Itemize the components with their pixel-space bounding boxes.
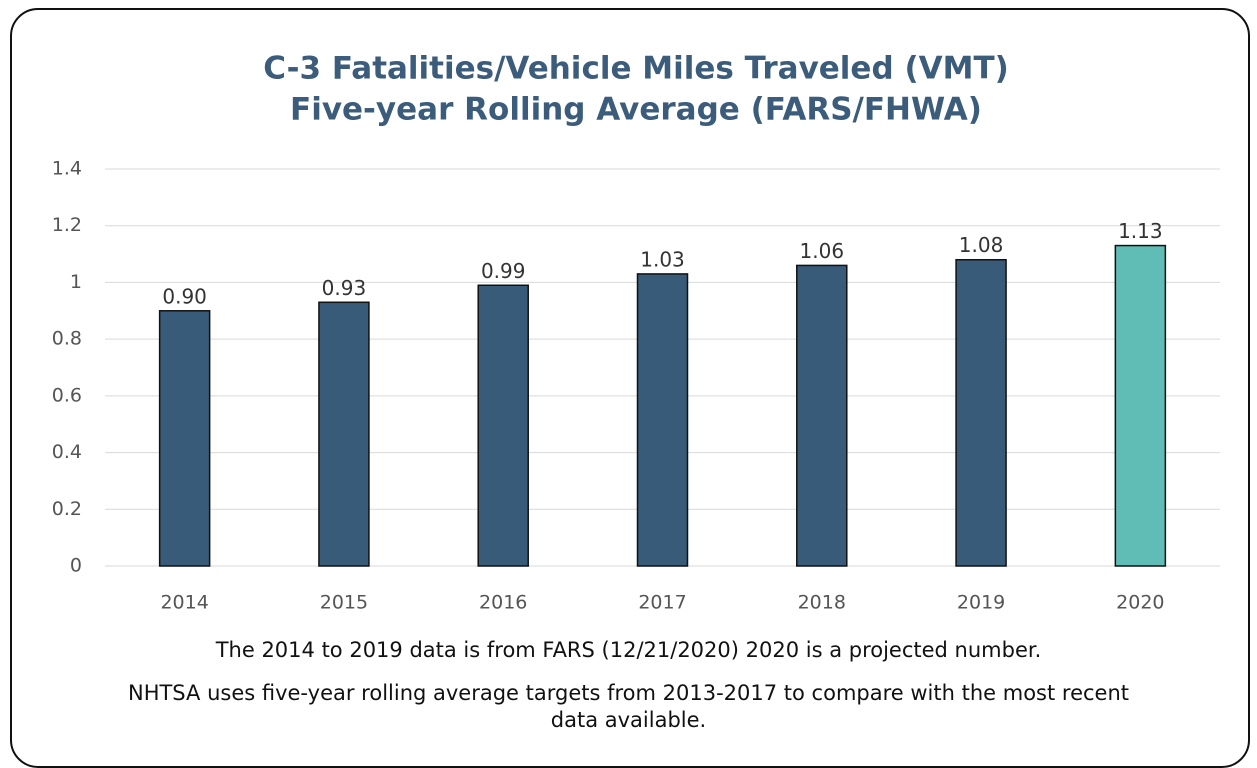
x-tick-label: 2018 — [798, 592, 846, 614]
data-label: 1.13 — [1118, 219, 1163, 243]
data-label: 0.93 — [322, 276, 367, 300]
y-tick-label: 0.4 — [52, 441, 82, 463]
y-tick-label: 1.2 — [52, 214, 82, 236]
y-tick-label: 0.2 — [52, 498, 82, 520]
bar — [158, 310, 211, 567]
chart: C-3 Fatalities/Vehicle Miles Traveled (V… — [52, 51, 1220, 614]
x-tick-label: 2014 — [160, 592, 208, 614]
y-tick-label: 0.6 — [52, 384, 82, 406]
data-label: 0.99 — [481, 259, 526, 283]
y-tick-label: 1 — [70, 271, 82, 293]
x-tick-label: 2017 — [638, 592, 686, 614]
y-tick-label: 0 — [70, 555, 82, 577]
bar — [955, 258, 1007, 567]
chart-title: C-3 Fatalities/Vehicle Miles Traveled (V… — [263, 51, 1009, 87]
data-label: 1.03 — [640, 247, 685, 271]
x-tick-label: 2015 — [320, 592, 368, 614]
footnote: NHTSA uses five-year rolling average tar… — [127, 681, 1130, 732]
y-tick-label: 0.8 — [52, 328, 82, 350]
x-tick-label: 2020 — [1116, 592, 1164, 614]
bar — [477, 284, 529, 567]
x-tick-label: 2019 — [957, 592, 1005, 614]
data-label: 1.06 — [800, 239, 845, 263]
bar — [796, 264, 848, 567]
x-tick-label: 2016 — [479, 592, 527, 614]
page: C-3 Fatalities/Vehicle Miles Traveled (V… — [10, 8, 1250, 768]
y-tick-label: 1.4 — [52, 158, 82, 180]
data-label: 1.08 — [959, 233, 1004, 257]
bar — [1114, 244, 1167, 567]
bar — [636, 273, 689, 567]
data-label: 0.90 — [162, 284, 207, 308]
footnote: The 2014 to 2019 data is from FARS (12/2… — [215, 638, 1042, 662]
chart-subtitle: Five-year Rolling Average (FARS/FHWA) — [290, 92, 982, 128]
bar — [318, 301, 370, 567]
